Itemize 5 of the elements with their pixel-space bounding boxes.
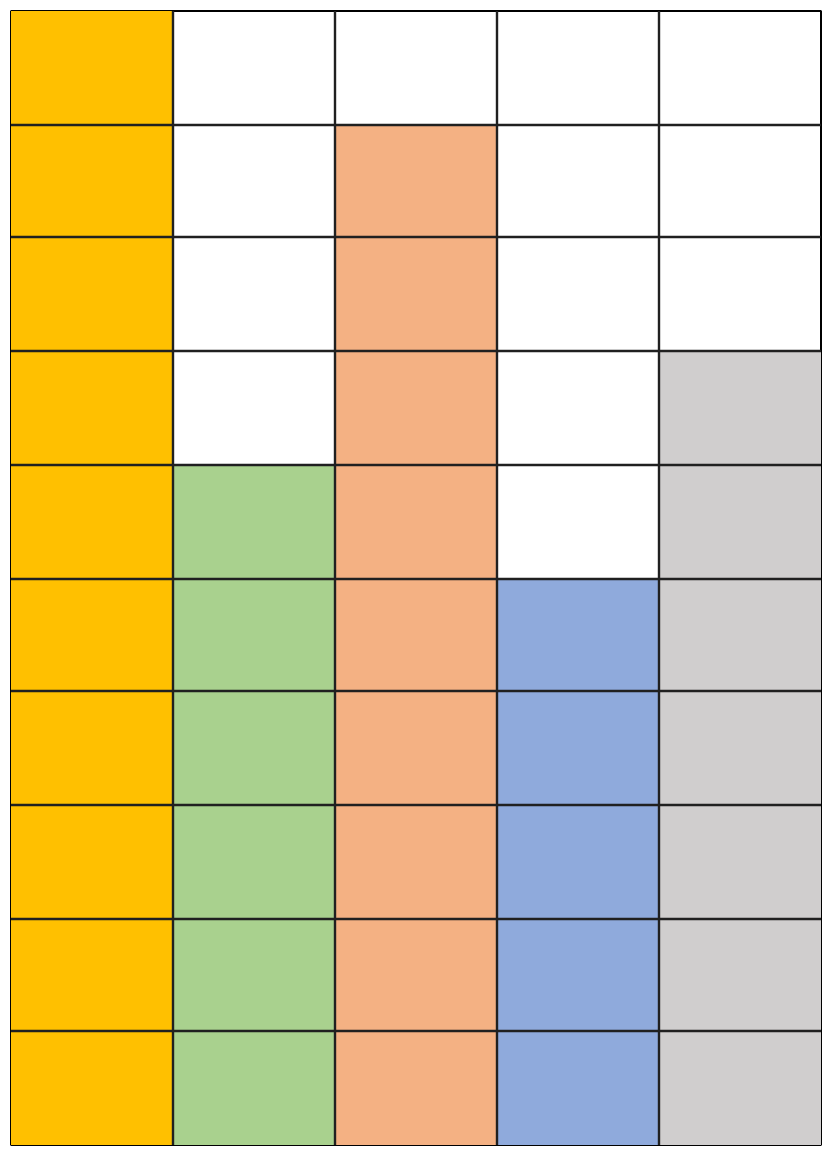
bar	[497, 578, 659, 1145]
bar	[11, 11, 173, 1145]
bar	[173, 464, 335, 1145]
bar	[335, 124, 497, 1145]
bar	[659, 351, 821, 1145]
